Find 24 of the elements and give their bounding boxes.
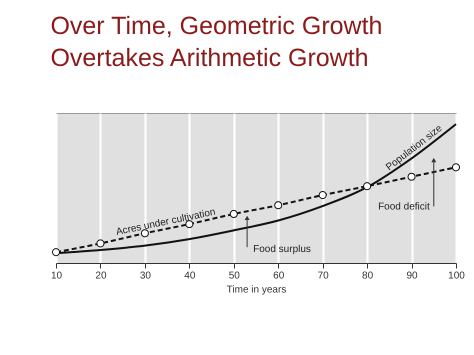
- x-tick-label: 100: [448, 270, 466, 282]
- point: [318, 191, 327, 200]
- point: [52, 248, 60, 256]
- x-axis-title: Time in years: [226, 284, 286, 296]
- point: [452, 163, 460, 172]
- x-tick-label: 40: [184, 270, 196, 282]
- x-tick-label: 10: [50, 270, 62, 282]
- point: [140, 229, 149, 238]
- x-tick-label: 90: [406, 270, 418, 282]
- x-tick-label: 60: [273, 270, 285, 282]
- point: [274, 201, 282, 210]
- chart-title: Over Time, Geometric Growth Overtakes Arithmetic Growth: [50, 12, 382, 72]
- point: [363, 182, 372, 190]
- x-tick-label: 70: [318, 270, 330, 282]
- point: [96, 239, 104, 248]
- annotation: Food deficit: [378, 201, 430, 212]
- text: Acres under cultivation: [115, 206, 216, 238]
- x-tick-label: 80: [362, 270, 374, 282]
- annotation: Food surplus: [253, 244, 311, 256]
- point: [408, 172, 416, 181]
- x-tick-label: 30: [140, 270, 152, 282]
- x-tick-label: 50: [228, 270, 240, 282]
- point: [230, 210, 238, 218]
- x-tick-label: 20: [95, 270, 107, 282]
